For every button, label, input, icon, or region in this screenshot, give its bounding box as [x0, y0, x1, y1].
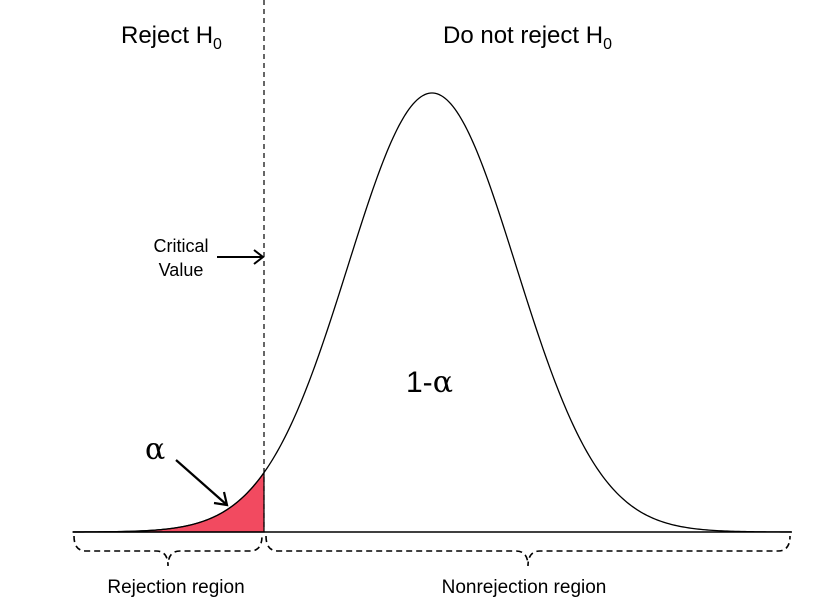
do-not-reject-h0-label: Do not reject H0	[443, 22, 612, 53]
rejection-area-shading	[72, 470, 265, 533]
rejection-region-label: Rejection region	[107, 577, 244, 598]
critical-value-arrow	[217, 249, 265, 265]
nonrejection-region-label: Nonrejection region	[442, 577, 607, 598]
critical-value-label-line1: Critical	[153, 236, 208, 256]
alpha-label: α	[145, 432, 165, 467]
nonrejection-region-brace	[265, 535, 791, 567]
rejection-region-brace	[73, 535, 263, 567]
reject-h0-label: Reject H0	[121, 22, 222, 53]
critical-value-label-line2: Value	[159, 260, 204, 280]
alpha-arrow	[175, 459, 229, 507]
one-minus-alpha-label: 1-α	[406, 365, 453, 400]
normal-distribution-curve	[73, 92, 791, 533]
